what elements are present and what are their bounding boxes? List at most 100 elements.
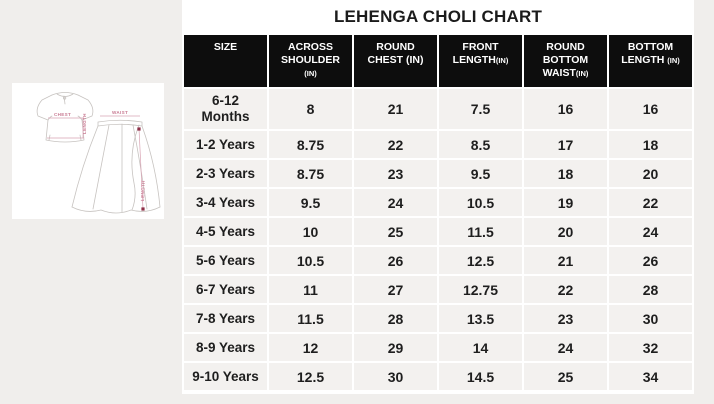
measurement-cell: 8.5: [439, 131, 522, 158]
size-cell: 1-2 Years: [184, 131, 267, 158]
measurement-cell: 11.5: [269, 305, 352, 332]
measurement-cell: 14: [439, 334, 522, 361]
measurement-cell: 7.5: [439, 89, 522, 129]
column-header-text: BOTTOM: [542, 54, 589, 66]
size-chart-header: SIZE ACROSS SHOULDER (IN) ROUND CHEST (IN) FRO…: [184, 35, 692, 87]
table-row: 4-5 Years 10 25 11.5 20 24: [184, 218, 692, 245]
measurement-cell: 24: [354, 189, 437, 216]
table-row: 6-12 Months 8 21 7.5 16 16: [184, 89, 692, 129]
column-header-text: ROUND: [376, 41, 415, 53]
size-label: 6-7 Years: [195, 281, 256, 297]
measurement-cell: 22: [354, 131, 437, 158]
size-label: 3-4 Years: [195, 194, 256, 210]
measurement-cell: 28: [609, 276, 692, 303]
chest-label: CHEST: [54, 112, 71, 117]
measurement-cell: 18: [524, 160, 607, 187]
size-cell: 3-4 Years: [184, 189, 267, 216]
measurement-cell: 30: [609, 305, 692, 332]
size-label: 5-6 Years: [195, 252, 256, 268]
table-row: 1-2 Years 8.75 22 8.5 17 18: [184, 131, 692, 158]
table-row: 9-10 Years 12.5 30 14.5 25 34: [184, 363, 692, 390]
column-header-text: BOTTOM: [627, 41, 674, 53]
column-header-text: ROUND: [546, 41, 585, 53]
size-label: 8-9 Years: [195, 339, 256, 355]
measurement-cell: 21: [524, 247, 607, 274]
measurement-cell: 22: [524, 276, 607, 303]
measurement-cell: 20: [524, 218, 607, 245]
measurement-cell: 22: [609, 189, 692, 216]
column-header-text: WAIST: [542, 67, 576, 79]
measurement-cell: 24: [524, 334, 607, 361]
column-header-text: LENGTH: [621, 54, 668, 66]
table-row: 6-7 Years 11 27 12.75 22 28: [184, 276, 692, 303]
measurement-cell: 9.5: [269, 189, 352, 216]
size-chart-table: SIZE ACROSS SHOULDER (IN) ROUND CHEST (IN) FRO…: [182, 33, 694, 392]
column-header-text: SIZE: [213, 41, 238, 53]
size-label: Months: [201, 109, 250, 124]
measurement-cell: 25: [354, 218, 437, 245]
size-cell: 9-10 Years: [184, 363, 267, 390]
measurement-cell: 34: [609, 363, 692, 390]
measurement-cell: 17: [524, 131, 607, 158]
table-row: 8-9 Years 12 29 14 24 32: [184, 334, 692, 361]
measurement-cell: 16: [609, 89, 692, 129]
measurement-cell: 13.5: [439, 305, 522, 332]
choli-length-label: LENGTH: [82, 113, 87, 134]
size-label: 2-3 Years: [195, 165, 256, 181]
size-label: 9-10 Years: [192, 368, 259, 384]
size-cell: 4-5 Years: [184, 218, 267, 245]
lehenga-measure-annotations: WAIST LENGTH: [100, 110, 146, 211]
measurement-cell: 9.5: [439, 160, 522, 187]
column-header-text: (IN): [575, 69, 589, 78]
size-cell: 6-12 Months: [184, 89, 267, 129]
choli-measure-annotations: CHEST LENGTH: [47, 112, 87, 139]
measurement-cell: 24: [609, 218, 692, 245]
size-label: 1-2 Years: [195, 136, 256, 152]
measurement-cell: 28: [354, 305, 437, 332]
size-chart-panel: LEHENGA CHOLI CHART SIZE ACROSS SHOULDER (I…: [182, 0, 694, 394]
measurement-cell: 21: [354, 89, 437, 129]
measurement-cell: 27: [354, 276, 437, 303]
measurement-cell: 14.5: [439, 363, 522, 390]
measurement-cell: 12.5: [269, 363, 352, 390]
measurement-cell: 16: [524, 89, 607, 129]
measurement-cell: 12.5: [439, 247, 522, 274]
measurement-cell: 30: [354, 363, 437, 390]
measurement-cell: 26: [354, 247, 437, 274]
column-header-text: ACROSS: [288, 41, 333, 53]
measurement-cell: 11: [269, 276, 352, 303]
measurement-cell: 8.75: [269, 160, 352, 187]
chart-title: LEHENGA CHOLI CHART: [333, 6, 543, 26]
measurement-cell: 10: [269, 218, 352, 245]
size-cell: 7-8 Years: [184, 305, 267, 332]
measurement-cell: 23: [354, 160, 437, 187]
table-row: 3-4 Years 9.5 24 10.5 19 22: [184, 189, 692, 216]
garment-illustration: CHEST LENGTH WAIST LENGTH: [12, 83, 164, 219]
measurement-cell: 11.5: [439, 218, 522, 245]
measurement-cell: 12.75: [439, 276, 522, 303]
column-header: ACROSS SHOULDER (IN): [269, 35, 352, 87]
column-header-text: (IN): [667, 56, 680, 65]
measurement-cell: 12: [269, 334, 352, 361]
skirt-length-label: LENGTH: [140, 180, 146, 201]
table-row: 7-8 Years 11.5 28 13.5 23 30: [184, 305, 692, 332]
column-header-text: SHOULDER: [281, 54, 340, 66]
measurement-cell: 19: [524, 189, 607, 216]
column-header-text: LENGTH: [452, 54, 496, 66]
measurement-cell: 26: [609, 247, 692, 274]
choli-sketch: [36, 92, 94, 143]
measurement-cell: 32: [609, 334, 692, 361]
measurement-cell: 29: [354, 334, 437, 361]
size-label: 7-8 Years: [195, 310, 256, 326]
column-header: ROUND CHEST (IN): [354, 35, 437, 87]
column-header: SIZE: [184, 35, 267, 87]
waist-label: WAIST: [112, 110, 128, 115]
measurement-cell: 10.5: [269, 247, 352, 274]
column-header-text: CHEST (IN): [367, 54, 424, 66]
column-header: ROUND BOTTOM WAIST(IN): [524, 35, 607, 87]
measurement-cell: 18: [609, 131, 692, 158]
measurement-cell: 20: [609, 160, 692, 187]
size-cell: 2-3 Years: [184, 160, 267, 187]
column-header: BOTTOM LENGTH (IN): [609, 35, 692, 87]
